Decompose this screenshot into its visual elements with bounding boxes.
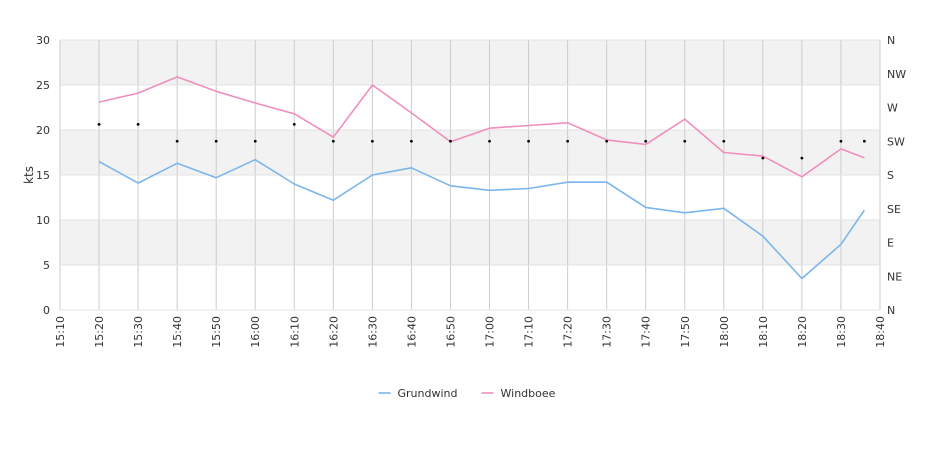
x-tick-label: 17:20 xyxy=(562,316,575,348)
direction-marker xyxy=(761,156,765,160)
direction-tick-label: S xyxy=(887,169,894,182)
direction-marker xyxy=(449,139,452,143)
y-tick-label: 20 xyxy=(36,124,50,137)
direction-tick-label: SW xyxy=(887,135,905,148)
y-tick-label: 30 xyxy=(36,34,50,47)
plot-band xyxy=(60,130,880,175)
direction-marker xyxy=(722,139,726,143)
x-tick-label: 15:30 xyxy=(132,316,145,348)
x-tick-label: 17:10 xyxy=(523,316,536,348)
direction-tick-label: N xyxy=(887,34,895,47)
direction-tick-label: N xyxy=(887,304,895,317)
plot-bands xyxy=(60,40,880,265)
direction-marker xyxy=(175,139,179,143)
y-tick-label: 25 xyxy=(36,79,50,92)
direction-marker xyxy=(527,139,530,143)
direction-marker xyxy=(292,122,296,126)
x-tick-label: 18:20 xyxy=(796,316,809,348)
x-tick-label: 18:10 xyxy=(757,316,770,348)
direction-marker xyxy=(644,139,648,143)
direction-marker xyxy=(136,122,140,126)
windboee-line xyxy=(98,76,865,178)
x-tick-label: 15:10 xyxy=(54,316,67,348)
x-tick-label: 16:20 xyxy=(327,316,340,348)
legend-item-windboee[interactable]: Windboee xyxy=(481,387,556,400)
direction-marker xyxy=(839,139,843,143)
direction-marker xyxy=(331,139,335,143)
x-tick-label: 16:10 xyxy=(288,316,301,348)
direction-axis-ticks: N NE E SE S SW W NW N xyxy=(887,34,906,317)
x-tick-label: 15:20 xyxy=(93,316,106,348)
direction-tick-label: NW xyxy=(887,68,906,81)
x-tick-label: 17:00 xyxy=(484,316,497,348)
direction-marker xyxy=(566,139,570,143)
x-tick-label: 15:40 xyxy=(171,316,184,348)
x-tick-label: 17:50 xyxy=(679,316,692,348)
y-axis-label: kts xyxy=(22,166,36,184)
grundwind-line xyxy=(98,158,866,280)
y-tick-label: 0 xyxy=(43,304,50,317)
x-tick-label: 18:30 xyxy=(835,316,848,348)
direction-marker xyxy=(683,139,687,143)
direction-marker xyxy=(862,139,866,143)
x-tick-label: 17:30 xyxy=(601,316,614,348)
x-tick-label: 16:40 xyxy=(405,316,418,348)
direction-marker xyxy=(253,139,257,143)
y-axis-ticks: 0 5 10 15 20 25 30 xyxy=(36,34,50,317)
x-tick-label: 16:00 xyxy=(249,316,262,348)
series-layer xyxy=(98,76,866,280)
plot-band xyxy=(60,220,880,265)
direction-marker xyxy=(488,139,491,143)
direction-markers xyxy=(97,122,866,160)
direction-marker xyxy=(800,156,804,160)
direction-tick-label: W xyxy=(887,102,898,115)
direction-tick-label: E xyxy=(887,237,894,250)
direction-marker xyxy=(214,139,218,143)
horizontal-gridlines xyxy=(60,39,880,311)
x-tick-label: 18:00 xyxy=(718,316,731,348)
direction-tick-label: SE xyxy=(887,203,901,216)
y-tick-label: 15 xyxy=(36,169,50,182)
x-tick-label: 17:40 xyxy=(640,316,653,348)
legend-label: Grundwind xyxy=(398,387,458,400)
legend-item-grundwind[interactable]: Grundwind xyxy=(378,387,458,400)
y-tick-label: 5 xyxy=(43,259,50,272)
x-axis-ticks: 15:10 15:20 15:30 15:40 15:50 16:00 16:10 16:20… xyxy=(54,316,887,348)
direction-marker xyxy=(605,139,609,143)
x-tick-label: 18:40 xyxy=(874,316,887,348)
direction-marker xyxy=(97,122,101,126)
direction-tick-label: NE xyxy=(887,270,902,283)
plot-band xyxy=(60,40,880,85)
legend[interactable]: Grundwind Windboee xyxy=(378,387,556,400)
x-tick-label: 15:50 xyxy=(210,316,223,348)
x-tick-label: 16:30 xyxy=(366,316,379,348)
x-tick-label: 16:50 xyxy=(444,316,457,348)
direction-marker xyxy=(410,139,413,143)
legend-label: Windboee xyxy=(501,387,556,400)
direction-marker xyxy=(370,139,374,143)
y-tick-label: 10 xyxy=(36,214,50,227)
